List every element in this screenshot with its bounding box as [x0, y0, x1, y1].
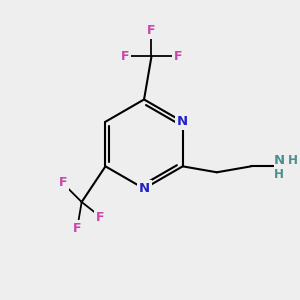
- Text: F: F: [59, 176, 68, 189]
- Text: F: F: [121, 50, 130, 63]
- Text: N: N: [274, 154, 285, 167]
- Text: F: F: [96, 211, 104, 224]
- Text: N: N: [177, 115, 188, 128]
- Text: F: F: [73, 222, 82, 235]
- Text: N: N: [139, 182, 150, 195]
- Text: F: F: [173, 50, 182, 63]
- Text: H: H: [288, 154, 298, 167]
- Text: H: H: [274, 168, 284, 181]
- Text: F: F: [147, 24, 156, 37]
